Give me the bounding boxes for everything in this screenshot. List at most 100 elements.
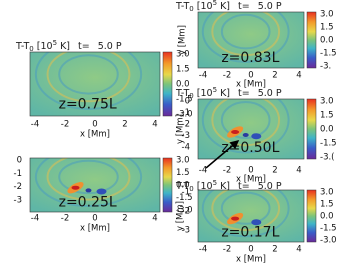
title-part: 0 <box>29 45 33 53</box>
title-part: 5.0 P <box>98 41 122 52</box>
x-axis-label: x [Mm] <box>80 130 110 140</box>
title-part: 0 <box>189 92 193 100</box>
title-part: [10 <box>34 41 53 52</box>
y-axis-label: y [Mm] <box>178 25 188 55</box>
x-tick-label: 2 <box>122 120 127 130</box>
wave-ring <box>201 99 290 154</box>
y-tick-label: -2 <box>182 207 190 217</box>
wave-ring <box>220 13 271 50</box>
x-tick-label: -2 <box>61 214 69 224</box>
x-tick-label: 2 <box>272 166 277 176</box>
x-tick-label: 2 <box>122 214 127 224</box>
hot-core <box>231 216 240 221</box>
title-part: t= <box>238 88 250 99</box>
title-part: 5.0 P <box>258 181 282 192</box>
heatmap <box>30 52 160 116</box>
x-tick-label: 2 <box>272 71 277 81</box>
title-part: T-T <box>175 88 189 99</box>
colorbar-tick-label: 1.5 <box>320 23 334 33</box>
plot-frame <box>197 11 305 69</box>
cold-spot <box>251 219 262 226</box>
z-label: z=0.83L <box>221 50 279 66</box>
heatmap <box>198 190 304 242</box>
x-tick-label: 4 <box>296 71 301 81</box>
x-tick-label: 4 <box>296 166 301 176</box>
title-part: 0 <box>189 5 193 13</box>
title-part: 5 <box>213 179 217 187</box>
title-part: 0 <box>189 185 193 193</box>
cold-spot <box>242 133 249 137</box>
x-axis-label: x [Mm] <box>236 80 266 90</box>
colorbar-tick-label: 1.5 <box>320 111 334 121</box>
title-part: K] <box>217 181 230 192</box>
title-part: t= <box>238 181 250 192</box>
title-part: t= <box>78 41 90 52</box>
wave-ring <box>58 159 119 195</box>
x-tick-label: 4 <box>152 214 157 224</box>
hot-core <box>231 130 240 134</box>
colorbar-tick-label: -3. <box>320 62 331 72</box>
colorbar <box>306 11 317 69</box>
x-tick-label: -2 <box>61 120 69 130</box>
wave-ring <box>211 12 281 57</box>
x-tick-label: 0 <box>248 71 253 81</box>
colorbar-tick-label: -1.5 <box>320 139 337 149</box>
colorbar-tick-label: 1.5 <box>176 65 190 75</box>
colorbar-tick-label: 3.0 <box>176 50 190 60</box>
title-part: t= <box>238 1 250 12</box>
wave-ring <box>220 101 271 139</box>
wave-ring <box>220 191 271 225</box>
x-axis-label: x [Mm] <box>236 175 266 185</box>
wave-ring <box>211 99 281 147</box>
title-part: K] <box>217 1 230 12</box>
y-tick-label: 0 <box>185 97 190 107</box>
title-part: T-T <box>175 181 189 192</box>
panel-title: T-T0 [105 K] t= 5.0 P <box>15 39 122 53</box>
colorbar <box>162 51 173 117</box>
colorbar <box>162 157 173 213</box>
y-tick-label: -4 <box>182 143 190 153</box>
title-part: 5.0 P <box>258 88 282 99</box>
x-tick-label: -2 <box>223 245 231 255</box>
colorbar-tick-label: 1.5 <box>320 200 334 210</box>
y-tick-label: -2 <box>14 182 22 192</box>
colorbar-tick-label: -1.5 <box>320 49 337 59</box>
colorbar-tick-label: -3.0 <box>176 110 193 120</box>
x-tick-label: 2 <box>272 245 277 255</box>
colorbar-tick-label: 0.0 <box>320 36 334 46</box>
title-part: 5.0 P <box>258 1 282 12</box>
x-tick-label: 0 <box>92 214 97 224</box>
arrow <box>205 140 240 169</box>
x-axis-label: x [Mm] <box>80 224 110 234</box>
wave-ring <box>46 52 131 103</box>
x-tick-label: -2 <box>223 166 231 176</box>
colorbar-tick-label: 3.0 <box>176 156 190 166</box>
cold-spot <box>96 188 107 195</box>
hot-core <box>71 185 80 190</box>
title-part: [10 <box>194 181 213 192</box>
colorbar-tick-label: -1.5 <box>176 95 193 105</box>
y-tick-label: 0 <box>17 156 22 166</box>
x-tick-label: 4 <box>152 120 157 130</box>
colorbar-tick-label: 3.0 <box>320 188 334 198</box>
colorbar-tick-label: -1.5 <box>176 193 193 203</box>
colorbar-tick-label: -1.5 <box>320 224 337 234</box>
colorbar-tick-label: 0.0 <box>176 80 190 90</box>
x-tick-label: 0 <box>92 120 97 130</box>
x-tick-label: 4 <box>296 245 301 255</box>
y-tick-label: -1 <box>182 108 190 118</box>
heatmap <box>198 12 304 68</box>
x-tick-label: -4 <box>199 166 207 176</box>
colorbar-tick-label: 3.0 <box>320 97 334 107</box>
y-axis-label: y [Mm] <box>176 114 186 144</box>
y-tick-label: -3 <box>14 196 22 206</box>
x-tick-label: -4 <box>199 245 207 255</box>
colorbar-tick-label: -3.0 <box>176 206 193 216</box>
x-tick-label: -4 <box>31 120 39 130</box>
x-tick-label: 0 <box>248 245 253 255</box>
x-tick-label: -4 <box>31 214 39 224</box>
y-axis-label: y [Mm] <box>176 201 186 231</box>
x-tick-label: -2 <box>223 71 231 81</box>
z-label: z=0.25L <box>59 194 117 210</box>
colorbar-tick-label: -3.( <box>320 153 335 163</box>
